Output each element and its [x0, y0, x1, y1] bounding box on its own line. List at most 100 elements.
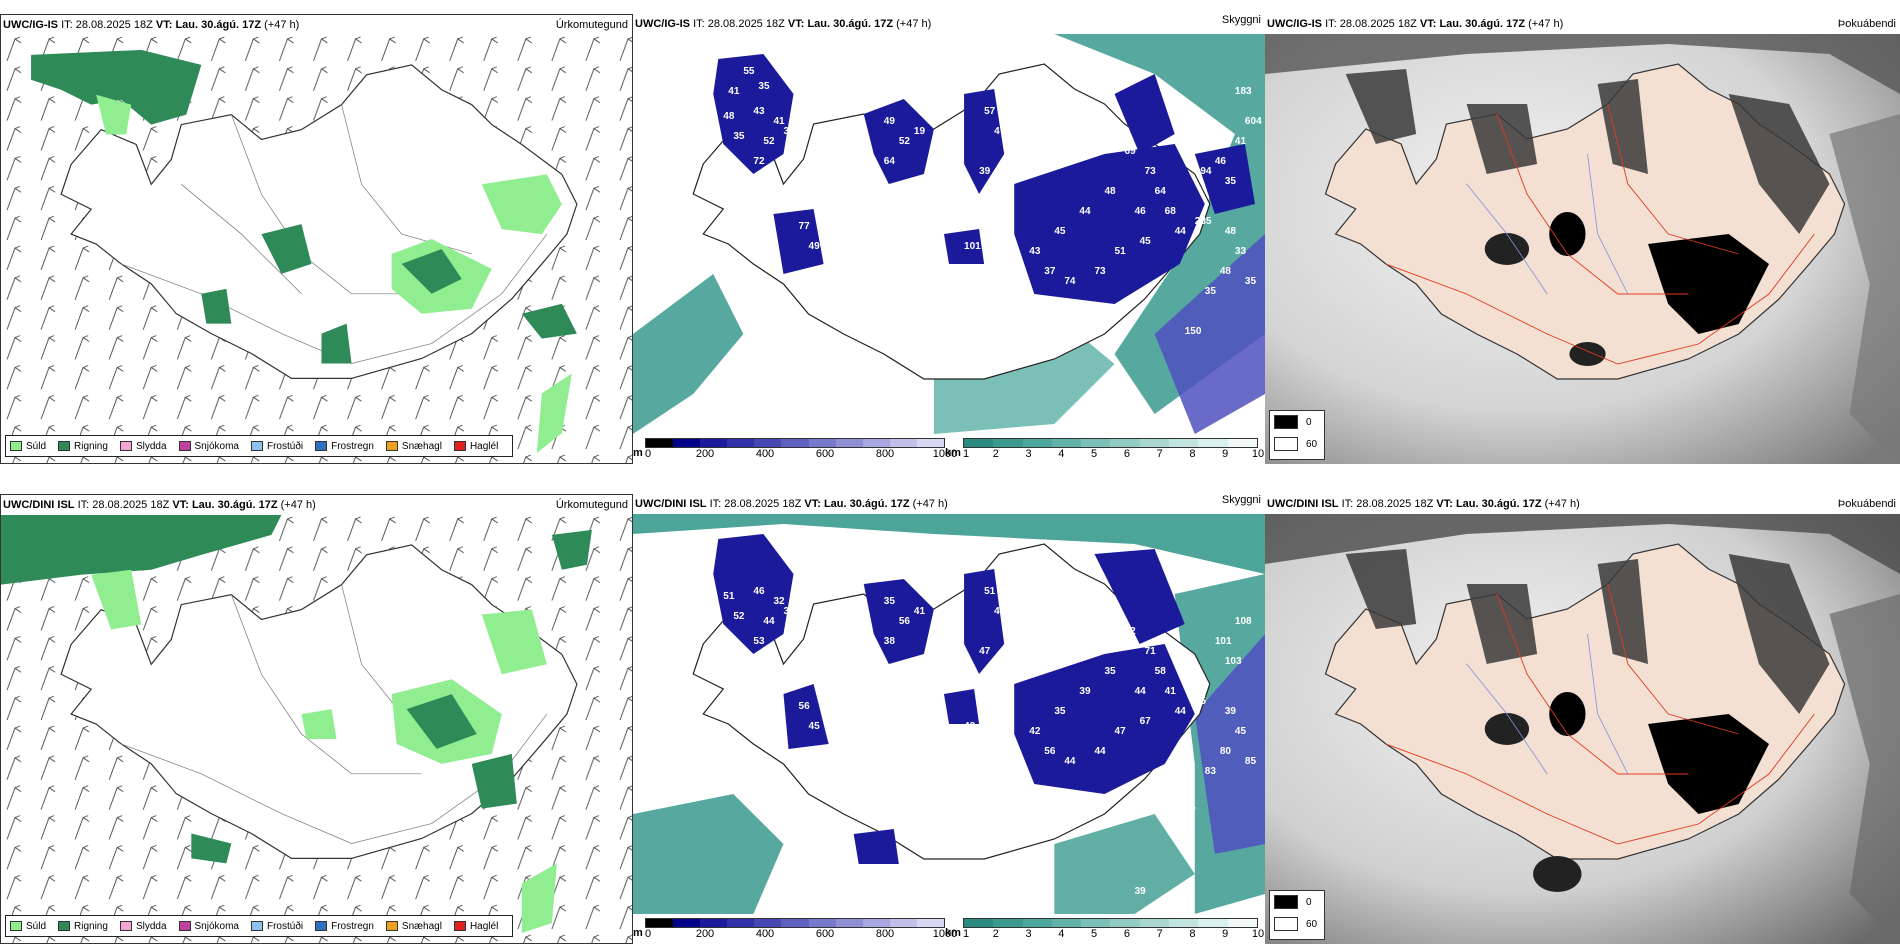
swatch-hail: [453, 441, 466, 451]
colorbar-swatch: [754, 919, 782, 927]
model-name: UWC/IG-IS: [3, 19, 58, 31]
colorbar-tick-label: 0: [645, 928, 652, 940]
panel-title: Úrkomutegund: [555, 499, 628, 511]
cloud-base-value: 235: [1195, 216, 1212, 227]
low-visibility-s: [1054, 814, 1195, 914]
swatch-freezing-rain: [315, 441, 328, 451]
swatch-graupel: [385, 441, 398, 451]
swatch-white: [1274, 917, 1298, 931]
colorbar-swatch: [862, 919, 890, 927]
swatch-black: [1274, 895, 1298, 909]
cloud-base-value: 45: [1140, 236, 1152, 247]
cloud-base-value: 44: [934, 836, 946, 847]
legend-item: Rigning: [58, 441, 108, 452]
legend-item: Súld: [10, 921, 46, 932]
colorbar-swatch: [1022, 439, 1052, 447]
colorbar-swatch: [1169, 439, 1199, 447]
colorbar-tick-label: 1000: [932, 448, 958, 460]
cloud-base-value: 67: [1140, 716, 1152, 727]
swatch-drizzle: [10, 921, 22, 931]
swatch-freezing-rain: [315, 921, 328, 931]
cloud-base-value: 52: [899, 136, 911, 147]
cloud-base-value: 73: [1054, 566, 1066, 577]
fog-map[interactable]: [1265, 34, 1900, 464]
precip-map[interactable]: [1, 35, 632, 463]
clouds-map[interactable]: 51 46 32 52 44 37 53 56 45 35 56 41 38 51 46 47 58 73 68 64…: [633, 514, 1265, 914]
vt-value: Lau. 30.ágú. 17Z: [175, 19, 262, 31]
cloud-base-value: 35: [884, 596, 896, 607]
colorbar-swatch: [700, 919, 728, 927]
cloud-base-value: 39: [1225, 706, 1237, 717]
cloud-base-value: 48: [1104, 186, 1116, 197]
cloud-base-value: 56: [1044, 746, 1056, 757]
precip-map[interactable]: [1, 515, 632, 943]
cloud-base-value: 101: [1215, 636, 1232, 647]
cloud-base-value: 37: [783, 126, 795, 137]
colorbar-tick-label: 600: [815, 928, 835, 940]
swatch-rain: [58, 921, 71, 931]
colorbar-swatch: [889, 439, 917, 447]
cloud-base-value: 53: [753, 636, 765, 647]
cloud-base-value: 45: [1054, 226, 1066, 237]
cloud-base-value: 35: [1245, 276, 1257, 287]
legend-item: Frostúði: [250, 921, 303, 932]
colorbar-swatch: [1198, 439, 1228, 447]
vt-value: Lau. 30.ágú. 17Z: [191, 499, 278, 511]
cloud-base-value: 35: [1225, 176, 1237, 187]
low-visibility-sw: [633, 794, 784, 914]
cloud-base-value: 55: [743, 66, 755, 77]
cloud-base-value: 64: [1155, 186, 1167, 197]
legend-row: 0: [1270, 891, 1324, 913]
cloud-base-value: 42: [1029, 726, 1041, 737]
cloud-base-value: 62: [1125, 626, 1137, 637]
cloud-base-value: 35: [1205, 286, 1217, 297]
swatch-freezing-drizzle: [250, 921, 263, 931]
precip-areas: [31, 49, 577, 454]
colorbar-swatch: [781, 439, 809, 447]
panel-header: UWC/IG-IS IT: 28.08.2025 18Z VT: Lau. 30…: [1, 15, 632, 35]
panel-title: Skyggni: [1221, 494, 1261, 506]
it-label: IT:: [1341, 498, 1354, 510]
it-value: 28.08.2025 18Z: [1356, 498, 1434, 510]
vt-label: VT:: [804, 498, 821, 510]
cloud-base-value: 46: [954, 826, 966, 837]
cloud-base-value: 65: [1074, 116, 1086, 127]
cloud-base-value: 44: [1175, 706, 1187, 717]
cloud-base-value: 46: [1135, 206, 1147, 217]
colorbar-swatches: [963, 918, 1258, 928]
legend-row: 0: [1270, 411, 1324, 433]
colorbar-swatches: [645, 918, 945, 928]
legend-row: 60: [1270, 433, 1324, 455]
cloud-base-value: 106: [1135, 406, 1152, 417]
cloud-base-value: 46: [994, 606, 1006, 617]
panel-header: UWC/IG-IS IT: 28.08.2025 18Z VT: Lau. 30…: [633, 14, 1265, 34]
swatch-snow: [178, 921, 191, 931]
vt-value: Lau. 30.ágú. 17Z: [1455, 498, 1542, 510]
colorbar-swatch: [916, 919, 945, 927]
cloud-base-value: 49: [884, 116, 896, 127]
cloud-base-value: 47: [994, 126, 1006, 137]
precip-legend: Súld Rigning Slydda Snjókoma Frostúði Fr…: [5, 915, 514, 937]
legend-item: Frostúði: [250, 441, 303, 452]
cloud-base-value: 40: [914, 241, 926, 252]
vt-label: VT:: [1419, 18, 1437, 30]
colorbar-swatch: [993, 439, 1023, 447]
panel-header: UWC/DINI ISL IT: 28.08.2025 18Z VT: Lau.…: [1, 495, 632, 515]
fog-legend: 0 60: [1269, 890, 1325, 940]
fog-panel-2: UWC/DINI ISL IT: 28.08.2025 18Z VT: Lau.…: [1265, 494, 1900, 944]
clouds-map[interactable]: 55 41 35 48 43 41 35 52 37 72 77 49 49 52 19 64 57 47 39 37…: [633, 34, 1265, 434]
swatch-hail: [453, 921, 466, 931]
cloud-base-value: 64: [884, 156, 896, 167]
cloud-base-value: 55: [1094, 136, 1106, 147]
cloud-base-value: 68: [1165, 206, 1177, 217]
cloud-base-value: 41: [773, 116, 785, 127]
it-value: 28.08.2025 18Z: [75, 19, 153, 31]
cloud-base-value: 57: [984, 106, 996, 117]
colorbar-tick-label: 200: [695, 928, 715, 940]
it-value: 28.08.2025 18Z: [1339, 18, 1417, 30]
lead-time: (+47 h): [1528, 18, 1564, 30]
colorbar-tick-label: 0: [645, 448, 652, 460]
low-visibility-n: [633, 514, 1265, 574]
fog-map[interactable]: [1265, 514, 1900, 944]
lead-time: (+47 h): [280, 499, 316, 511]
